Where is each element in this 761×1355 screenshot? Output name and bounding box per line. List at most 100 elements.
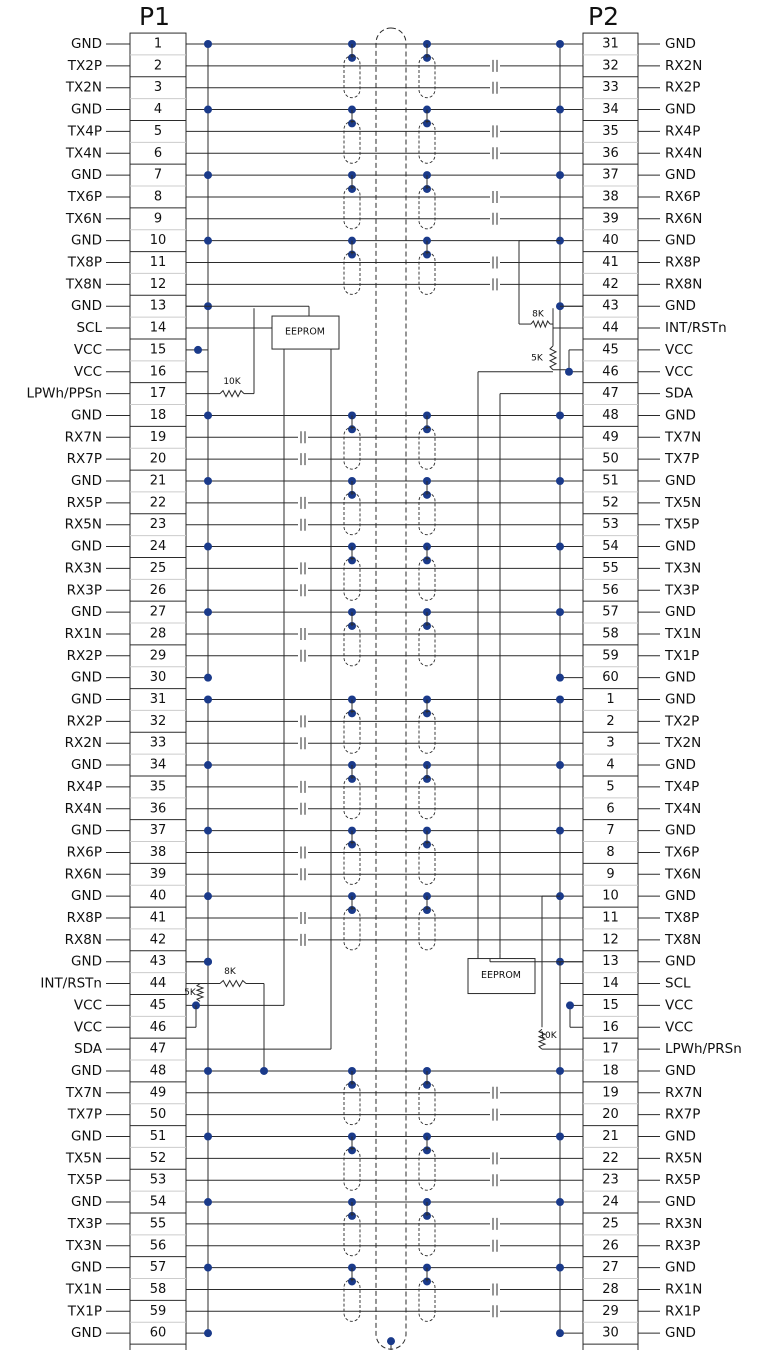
p2-pin-number: 4 (606, 758, 614, 773)
p2-pin-label: TX3P (664, 582, 699, 598)
p1-pin-number: 21 (150, 474, 167, 489)
p2-pin-label: GND (665, 1260, 696, 1276)
pair-shield (343, 120, 361, 164)
resistor (219, 389, 245, 398)
pair-shield (418, 842, 436, 885)
p2-pin-number: 15 (602, 998, 619, 1013)
p2-pin-number: 49 (602, 430, 619, 445)
p2-pin-label: RX8P (665, 255, 700, 271)
junction-dot (204, 171, 212, 180)
junction-dot (204, 826, 212, 835)
p1-pin-label: RX3P (67, 582, 102, 598)
resistor (530, 319, 551, 329)
p2-pin-label: TX6P (664, 844, 699, 860)
p2-pin-number: 56 (602, 583, 619, 598)
junction-dot (556, 171, 564, 180)
p1-pin-number: 11 (150, 255, 167, 270)
p2-pin-number: 59 (602, 648, 619, 663)
p2-pin-number: 16 (602, 1020, 619, 1035)
p1-pin-number: 39 (150, 867, 167, 882)
p1-pin-label: RX8N (65, 932, 102, 948)
p1-pin-label: GND (71, 102, 102, 118)
junction-dot (556, 105, 564, 114)
p2-pin-number: 29 (602, 1304, 619, 1319)
p1-pin-number: 14 (150, 321, 167, 336)
p1-pin-number: 28 (150, 626, 167, 641)
junction-dot (556, 695, 564, 704)
p1-pin-label: TX5P (67, 1172, 102, 1188)
junction-dot (204, 40, 212, 48)
p2-pin-label: TX8P (664, 910, 699, 926)
p1-pin-label: RX4N (65, 801, 102, 817)
p2-pin-number: 51 (602, 474, 619, 489)
p1-pin-number: 20 (150, 452, 167, 467)
p2-pin-number: 40 (602, 233, 619, 248)
p1-pin-number: 54 (150, 1195, 167, 1210)
capacitor-gap (298, 650, 308, 661)
capacitor (298, 802, 308, 815)
p1-pin-number: 25 (150, 561, 167, 576)
junction-dot (556, 1263, 564, 1272)
p1-pin-label: GND (71, 604, 102, 620)
capacitor-gap (490, 126, 500, 137)
p2-pin-label: SDA (665, 386, 694, 402)
capacitor (298, 912, 308, 924)
pair-shield (418, 1278, 436, 1322)
p2-pin-label: TX3N (664, 560, 701, 576)
p1-pin-label: TX3P (67, 1216, 102, 1232)
capacitor-gap (298, 497, 308, 508)
p2-pin-number: 45 (602, 342, 619, 357)
p2-pin-number: 14 (602, 976, 619, 991)
capacitor (298, 868, 308, 881)
p1-pin-number: 6 (154, 146, 162, 161)
junction-dot (204, 1132, 212, 1141)
junction-dot (194, 345, 202, 354)
resistor-label: 5K (184, 988, 197, 998)
capacitor-gap (298, 628, 308, 639)
p2-pin-number: 6 (606, 801, 614, 816)
p1-pin-number: 7 (154, 168, 162, 183)
p1-pin-number: 37 (150, 823, 167, 838)
capacitor-gap (490, 213, 500, 224)
p2-pin-label: GND (665, 757, 696, 773)
capacitor (490, 190, 500, 203)
p2-pin-number: 34 (602, 102, 619, 117)
p1-pin-label: RX7N (65, 429, 102, 445)
junction-dot (204, 761, 212, 770)
junction-dot (204, 236, 212, 245)
capacitor (298, 453, 308, 466)
p1-pin-number: 12 (150, 277, 167, 292)
p1-pin-label: RX7P (67, 451, 102, 467)
p2-pin-number: 50 (602, 452, 619, 467)
p1-pin-number: 27 (150, 605, 167, 620)
p2-pin-number: 36 (602, 146, 619, 161)
resistor-label: 8K (224, 967, 237, 977)
p2-pin-label: GND (665, 102, 696, 118)
eeprom-bottom-label: EEPROM (481, 970, 521, 981)
p2-pin-label: TX4N (664, 801, 701, 817)
p1-pin-number: 29 (150, 648, 167, 663)
pair-shield (343, 426, 361, 470)
capacitor (490, 1086, 500, 1099)
p2-pin-label: TX7P (664, 451, 699, 467)
p1-pin-number: 19 (150, 430, 167, 445)
capacitor-gap (490, 279, 500, 290)
p2-pin-number: 53 (602, 517, 619, 532)
junction-dot (556, 542, 564, 551)
p2-pin-number: 30 (602, 1326, 619, 1341)
p2-pin-number: 54 (602, 539, 619, 554)
p2-pin-label: RX2P (665, 80, 700, 96)
p1-pin-label: RX2N (65, 735, 102, 751)
p1-pin-label: RX8P (67, 910, 102, 926)
p2-pin-number: 3 (606, 736, 614, 751)
p1-pin-number: 49 (150, 1085, 167, 1100)
pair-shield (418, 1082, 436, 1126)
p1-pin-number: 10 (150, 233, 167, 248)
p1-pin-number: 18 (150, 408, 167, 423)
p1-pin-number: 36 (150, 801, 167, 816)
junction-dot (566, 1001, 574, 1010)
p1-pin-label: RX5N (65, 517, 102, 533)
p2-pin-number: 13 (602, 954, 619, 969)
capacitor-gap (490, 148, 500, 159)
capacitor (298, 649, 308, 662)
